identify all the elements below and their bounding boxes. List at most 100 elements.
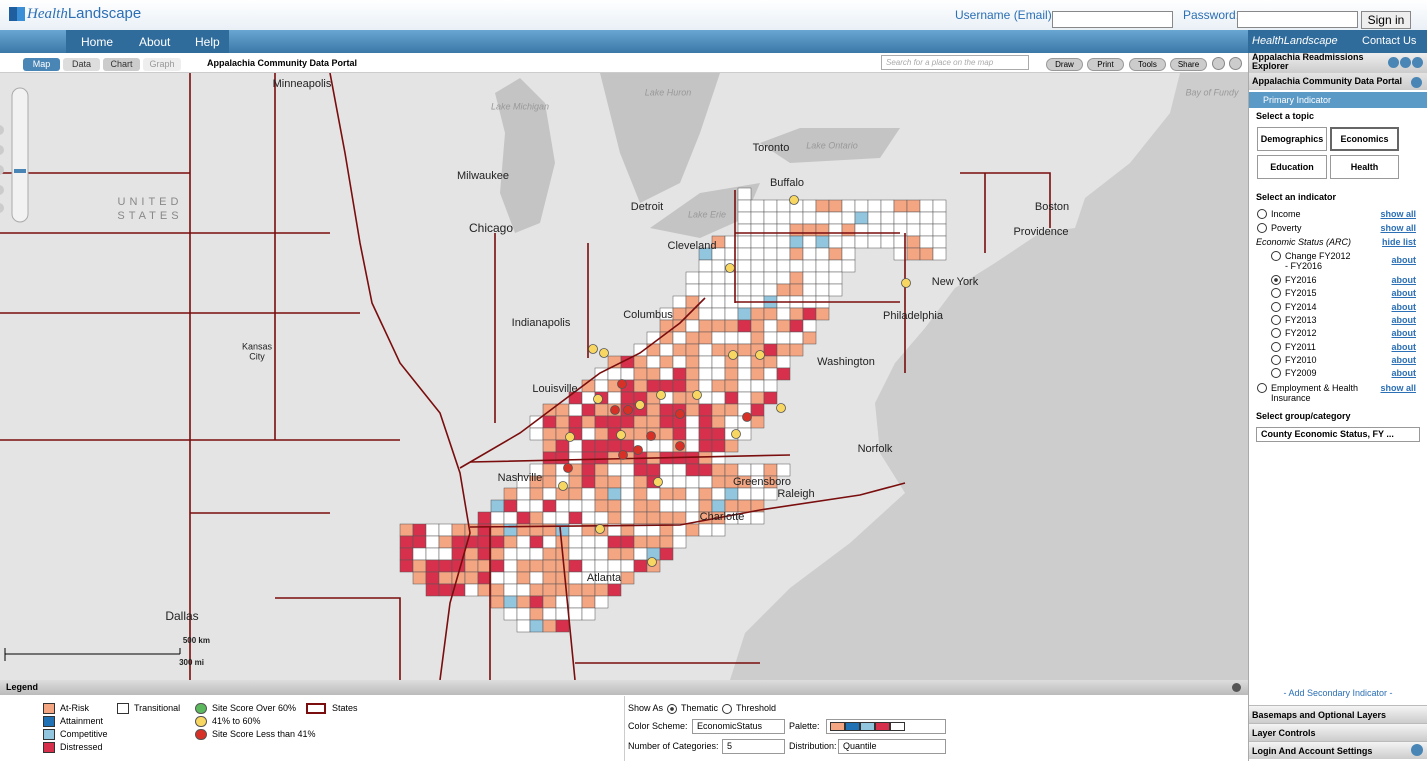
county[interactable] xyxy=(906,223,921,237)
county[interactable] xyxy=(542,619,557,633)
county[interactable] xyxy=(646,367,661,381)
county[interactable] xyxy=(529,427,544,441)
county[interactable] xyxy=(789,259,804,273)
pan-button[interactable] xyxy=(0,203,4,213)
county[interactable] xyxy=(542,559,557,573)
icon-button[interactable] xyxy=(1212,57,1225,70)
county[interactable] xyxy=(724,487,739,501)
county[interactable] xyxy=(672,487,687,501)
county[interactable] xyxy=(698,403,713,417)
county[interactable] xyxy=(568,487,583,501)
county[interactable] xyxy=(789,331,804,345)
county[interactable] xyxy=(490,583,505,597)
site[interactable] xyxy=(692,390,702,400)
county[interactable] xyxy=(555,451,570,465)
county[interactable] xyxy=(620,391,635,405)
county[interactable] xyxy=(698,427,713,441)
county[interactable] xyxy=(724,247,739,261)
county[interactable] xyxy=(711,451,726,465)
county[interactable] xyxy=(607,499,622,513)
county[interactable] xyxy=(750,199,765,213)
county[interactable] xyxy=(711,415,726,429)
county[interactable] xyxy=(620,511,635,525)
panel-icon[interactable] xyxy=(1412,57,1423,68)
county[interactable] xyxy=(659,343,674,357)
county[interactable] xyxy=(685,499,700,513)
county[interactable] xyxy=(711,271,726,285)
username-input[interactable] xyxy=(1052,11,1173,28)
county[interactable] xyxy=(581,595,596,609)
county[interactable] xyxy=(594,427,609,441)
county[interactable] xyxy=(412,535,427,549)
info-icon[interactable] xyxy=(1411,744,1423,756)
site[interactable] xyxy=(558,481,568,491)
county[interactable] xyxy=(711,259,726,273)
county[interactable] xyxy=(633,463,648,477)
county[interactable] xyxy=(750,283,765,297)
county[interactable] xyxy=(867,211,882,225)
county[interactable] xyxy=(789,247,804,261)
county[interactable] xyxy=(594,595,609,609)
county[interactable] xyxy=(451,523,466,537)
county[interactable] xyxy=(633,427,648,441)
county[interactable] xyxy=(672,379,687,393)
county[interactable] xyxy=(581,475,596,489)
county[interactable] xyxy=(919,211,934,225)
county[interactable] xyxy=(607,487,622,501)
county[interactable] xyxy=(724,403,739,417)
radio-checked[interactable] xyxy=(667,704,677,714)
county[interactable] xyxy=(802,235,817,249)
county[interactable] xyxy=(633,415,648,429)
county[interactable] xyxy=(607,367,622,381)
county[interactable] xyxy=(932,247,947,261)
county[interactable] xyxy=(529,547,544,561)
county[interactable] xyxy=(646,379,661,393)
county[interactable] xyxy=(477,559,492,573)
tool-button[interactable]: Tools xyxy=(1129,58,1166,71)
radio[interactable] xyxy=(1271,341,1281,352)
county[interactable] xyxy=(685,355,700,369)
county[interactable] xyxy=(724,307,739,321)
county[interactable] xyxy=(724,379,739,393)
county[interactable] xyxy=(776,331,791,345)
county[interactable] xyxy=(412,547,427,561)
county[interactable] xyxy=(425,583,440,597)
county[interactable] xyxy=(490,595,505,609)
county[interactable] xyxy=(698,355,713,369)
county[interactable] xyxy=(555,511,570,525)
county[interactable] xyxy=(542,487,557,501)
county[interactable] xyxy=(698,367,713,381)
site[interactable] xyxy=(725,263,735,273)
county[interactable] xyxy=(516,535,531,549)
link[interactable]: show all xyxy=(1380,223,1416,233)
county[interactable] xyxy=(555,415,570,429)
county[interactable] xyxy=(698,259,713,273)
county[interactable] xyxy=(776,271,791,285)
county[interactable] xyxy=(854,211,869,225)
county[interactable] xyxy=(503,583,518,597)
site[interactable] xyxy=(623,405,633,415)
radio[interactable] xyxy=(1271,354,1281,365)
county[interactable] xyxy=(776,235,791,249)
collapse-icon[interactable] xyxy=(1232,683,1241,692)
county[interactable] xyxy=(737,187,752,201)
county[interactable] xyxy=(802,247,817,261)
tab[interactable]: Graph xyxy=(143,58,181,71)
county[interactable] xyxy=(802,211,817,225)
tab[interactable]: Chart xyxy=(103,58,140,71)
county[interactable] xyxy=(802,319,817,333)
county[interactable] xyxy=(399,523,414,537)
county[interactable] xyxy=(737,307,752,321)
county[interactable] xyxy=(594,415,609,429)
county[interactable] xyxy=(620,571,635,585)
county[interactable] xyxy=(789,271,804,285)
county[interactable] xyxy=(503,535,518,549)
county[interactable] xyxy=(477,535,492,549)
county[interactable] xyxy=(425,523,440,537)
county[interactable] xyxy=(737,211,752,225)
county[interactable] xyxy=(919,223,934,237)
county[interactable] xyxy=(789,307,804,321)
county[interactable] xyxy=(880,211,895,225)
county[interactable] xyxy=(568,511,583,525)
county[interactable] xyxy=(685,487,700,501)
